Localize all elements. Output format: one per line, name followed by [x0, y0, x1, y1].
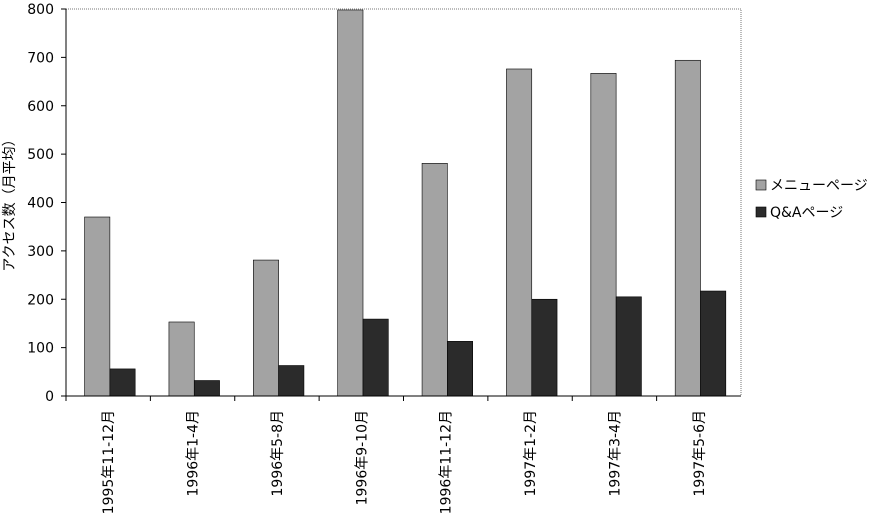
bar — [590, 73, 617, 397]
x-tick-label: 1996年1-4月 — [186, 410, 202, 497]
bar — [506, 68, 533, 397]
x-tick-label: 1995年11-12月 — [101, 410, 117, 514]
y-tick-label: 0 — [45, 389, 54, 405]
y-tick-label: 400 — [27, 196, 54, 212]
x-tick-label: 1996年11-12月 — [439, 410, 455, 514]
bar — [447, 341, 473, 397]
x-tick-label: 1996年5-8月 — [270, 410, 286, 497]
y-axis-title: アクセス数（月平均） — [2, 132, 18, 271]
bar — [615, 296, 642, 397]
bar — [253, 259, 279, 397]
x-tick-label: 1997年5-6月 — [692, 410, 708, 497]
y-tick-label: 700 — [27, 50, 54, 66]
y-tick-label: 500 — [27, 147, 54, 163]
x-tick-label: 1997年1-2月 — [523, 410, 539, 497]
y-tick-label: 100 — [27, 341, 54, 357]
bar — [193, 380, 220, 397]
bar — [109, 368, 136, 397]
bar — [337, 9, 364, 397]
bar — [700, 290, 727, 397]
legend-label: Q&Aページ — [770, 205, 843, 221]
x-tick-label: 1997年3-4月 — [607, 410, 623, 497]
legend-label: メニューページ — [770, 178, 868, 194]
bar — [362, 318, 389, 397]
y-tick-label: 300 — [27, 244, 54, 260]
bar — [674, 59, 701, 397]
legend-swatch — [755, 206, 767, 218]
y-tick-label: 200 — [27, 292, 54, 308]
bar — [168, 321, 195, 397]
x-tick-label: 1996年9-10月 — [354, 410, 370, 505]
y-tick-label: 600 — [27, 99, 54, 115]
bar — [278, 365, 305, 397]
legend-swatch — [755, 179, 767, 191]
y-tick-label: 800 — [27, 2, 54, 18]
bar — [421, 163, 448, 397]
bar — [531, 298, 558, 397]
bar — [84, 216, 111, 397]
